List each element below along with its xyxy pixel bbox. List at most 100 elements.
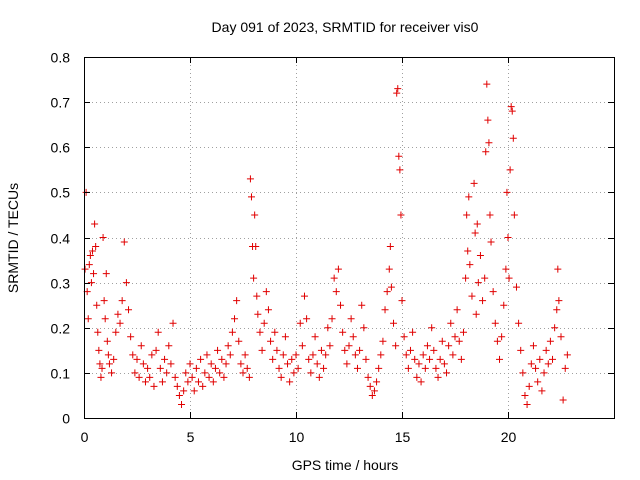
- data-point: [300, 292, 308, 300]
- data-point: [332, 288, 340, 296]
- data-point: [311, 333, 319, 341]
- data-point: [279, 351, 287, 359]
- data-point: [144, 364, 152, 372]
- data-point: [409, 328, 417, 336]
- data-point: [508, 107, 516, 115]
- data-point: [104, 351, 112, 359]
- data-point: [205, 373, 213, 381]
- data-point: [485, 139, 493, 147]
- data-point: [254, 310, 262, 318]
- data-point: [370, 387, 378, 395]
- data-point: [436, 355, 444, 363]
- data-point: [509, 134, 517, 142]
- data-point: [88, 247, 96, 255]
- data-point: [87, 279, 95, 287]
- data-point: [184, 378, 192, 386]
- data-point: [81, 265, 89, 273]
- data-point: [503, 188, 511, 196]
- data-point: [432, 364, 440, 372]
- data-point: [182, 369, 190, 377]
- data-point: [277, 373, 285, 381]
- data-point: [95, 346, 103, 354]
- data-point: [288, 355, 296, 363]
- data-point: [207, 360, 215, 368]
- y-tick-label: 0.1: [51, 366, 71, 382]
- data-point: [273, 346, 281, 354]
- data-point: [481, 274, 489, 282]
- data-point: [557, 333, 565, 341]
- data-point: [190, 387, 198, 395]
- data-point: [366, 382, 374, 390]
- data-point: [536, 355, 544, 363]
- data-point: [96, 360, 104, 368]
- data-point: [186, 360, 194, 368]
- data-point: [313, 360, 321, 368]
- data-point: [443, 369, 451, 377]
- data-point: [506, 166, 514, 174]
- data-point: [156, 364, 164, 372]
- data-point: [269, 355, 277, 363]
- data-point: [161, 355, 169, 363]
- data-point: [474, 279, 482, 287]
- data-point: [284, 360, 292, 368]
- y-tick-label: 0.8: [51, 50, 71, 66]
- data-point: [220, 373, 228, 381]
- data-point: [135, 373, 143, 381]
- data-point: [260, 319, 268, 327]
- data-point: [271, 328, 279, 336]
- data-point: [559, 396, 567, 404]
- data-point: [101, 315, 109, 323]
- data-point: [563, 351, 571, 359]
- data-point: [192, 364, 200, 372]
- data-point: [519, 369, 527, 377]
- data-point: [247, 193, 255, 201]
- data-point: [453, 306, 461, 314]
- data-point: [551, 324, 559, 332]
- data-point: [148, 351, 156, 359]
- data-point: [267, 337, 275, 345]
- data-point: [362, 355, 370, 363]
- data-point: [395, 152, 403, 160]
- data-point: [523, 400, 531, 408]
- data-point: [434, 373, 442, 381]
- data-point: [226, 351, 234, 359]
- data-point: [243, 364, 251, 372]
- data-point: [209, 378, 217, 386]
- data-point: [337, 301, 345, 309]
- data-point: [339, 328, 347, 336]
- data-point: [264, 306, 272, 314]
- data-point: [133, 355, 141, 363]
- data-point: [473, 220, 481, 228]
- data-point: [203, 351, 211, 359]
- data-point: [298, 342, 306, 350]
- chart-title: Day 091 of 2023, SRMTID for receiver vis…: [212, 19, 479, 35]
- data-point: [125, 306, 133, 314]
- data-point: [224, 342, 232, 350]
- data-point: [152, 346, 160, 354]
- data-point: [419, 351, 427, 359]
- data-point: [415, 360, 423, 368]
- data-point: [438, 337, 446, 345]
- data-point: [296, 319, 304, 327]
- x-tick-label: 20: [501, 429, 517, 445]
- data-point: [98, 364, 106, 372]
- data-points: [81, 80, 571, 408]
- data-point: [120, 238, 128, 246]
- data-point: [555, 297, 563, 305]
- data-point: [484, 116, 492, 124]
- data-point: [139, 360, 147, 368]
- data-point: [553, 306, 561, 314]
- data-point: [451, 333, 459, 341]
- data-point: [483, 80, 491, 88]
- data-point: [554, 265, 562, 273]
- data-point: [173, 382, 181, 390]
- data-point: [97, 373, 105, 381]
- data-point: [108, 369, 116, 377]
- data-point: [507, 103, 515, 111]
- data-point: [343, 360, 351, 368]
- data-point: [131, 369, 139, 377]
- data-point: [544, 360, 552, 368]
- data-point: [91, 220, 99, 228]
